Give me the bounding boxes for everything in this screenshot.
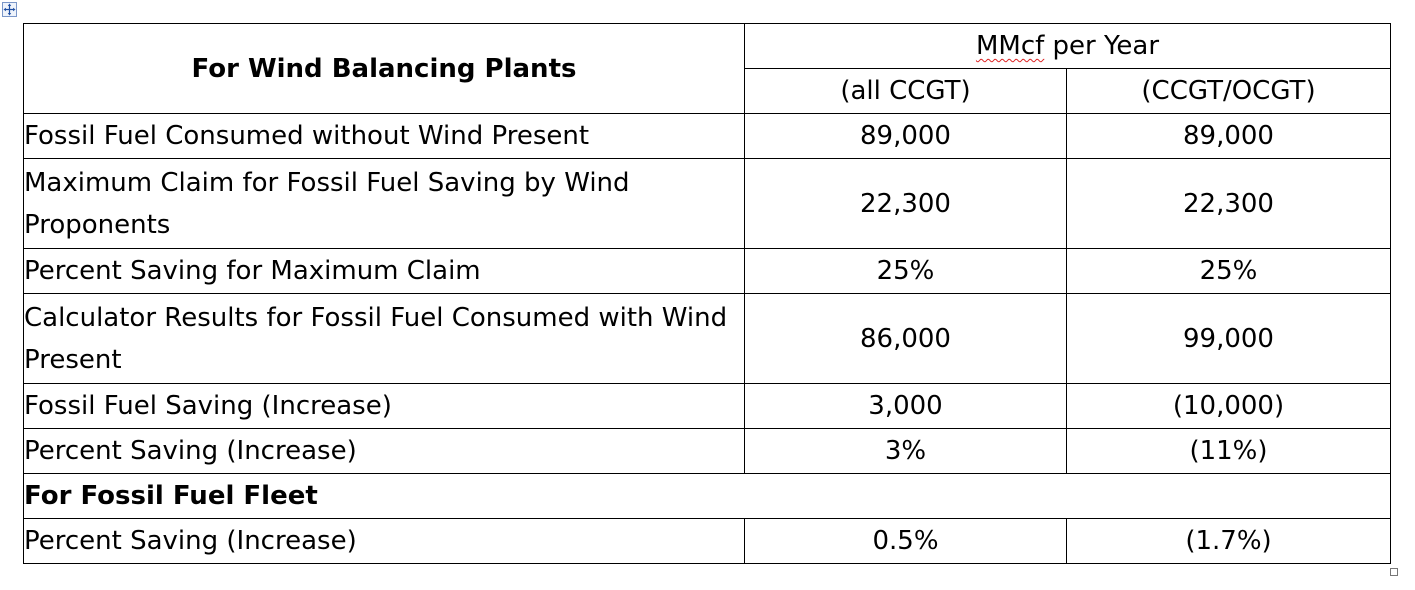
column-header-ccgt-ocgt[interactable]: (CCGT/OCGT) [1066, 68, 1391, 114]
table-row: Fossil Fuel Consumed without Wind Presen… [23, 113, 1391, 159]
table-header-row: For Wind Balancing Plants MMcf per Year [23, 23, 1391, 114]
table-row: Fossil Fuel Saving (Increase) 3,000 (10,… [23, 383, 1391, 429]
row-label[interactable]: Fossil Fuel Saving (Increase) [23, 383, 745, 429]
unit-abbrev: MMcf [975, 31, 1045, 61]
cell-ccgt-ocgt[interactable]: 25% [1066, 248, 1391, 294]
cell-all-ccgt[interactable]: 3,000 [744, 383, 1067, 429]
cell-all-ccgt[interactable]: 0.5% [744, 518, 1067, 564]
section-header-row: For Fossil Fuel Fleet [23, 473, 1391, 519]
cell-all-ccgt[interactable]: 86,000 [744, 293, 1067, 384]
cell-all-ccgt[interactable]: 89,000 [744, 113, 1067, 159]
row-label[interactable]: Calculator Results for Fossil Fuel Consu… [23, 293, 745, 384]
table-row: Percent Saving for Maximum Claim 25% 25% [23, 248, 1391, 294]
cell-ccgt-ocgt[interactable]: (1.7%) [1066, 518, 1391, 564]
row-label[interactable]: Fossil Fuel Consumed without Wind Presen… [23, 113, 745, 159]
row-label[interactable]: Percent Saving (Increase) [23, 518, 745, 564]
section-label-fossil-fleet[interactable]: For Fossil Fuel Fleet [23, 473, 1391, 519]
fuel-savings-table: For Wind Balancing Plants MMcf per Year … [23, 23, 1391, 564]
unit-group-header[interactable]: MMcf per Year [744, 23, 1391, 69]
table-row: Maximum Claim for Fossil Fuel Saving by … [23, 158, 1391, 249]
table-row: Percent Saving (Increase) 0.5% (1.7%) [23, 518, 1391, 564]
row-label[interactable]: Percent Saving for Maximum Claim [23, 248, 745, 294]
table-subheader-row: (all CCGT) (CCGT/OCGT) [24, 68, 1391, 114]
cell-ccgt-ocgt[interactable]: (11%) [1066, 428, 1391, 474]
row-label[interactable]: Percent Saving (Increase) [23, 428, 745, 474]
unit-suffix: per Year [1044, 31, 1160, 61]
table-row: Calculator Results for Fossil Fuel Consu… [23, 293, 1391, 384]
cell-all-ccgt[interactable]: 25% [744, 248, 1067, 294]
cell-ccgt-ocgt[interactable]: 89,000 [1066, 113, 1391, 159]
column-header-all-ccgt[interactable]: (all CCGT) [744, 68, 1067, 114]
table-row: Percent Saving (Increase) 3% (11%) [23, 428, 1391, 474]
row-label[interactable]: Maximum Claim for Fossil Fuel Saving by … [23, 158, 745, 249]
cell-ccgt-ocgt[interactable]: 22,300 [1066, 158, 1391, 249]
cell-ccgt-ocgt[interactable]: 99,000 [1066, 293, 1391, 384]
table-resize-handle-icon[interactable] [1390, 568, 1398, 576]
cell-ccgt-ocgt[interactable]: (10,000) [1066, 383, 1391, 429]
row-label-header[interactable]: For Wind Balancing Plants [23, 23, 745, 114]
cell-all-ccgt[interactable]: 3% [744, 428, 1067, 474]
table-move-handle-icon[interactable] [2, 2, 17, 17]
cell-all-ccgt[interactable]: 22,300 [744, 158, 1067, 249]
